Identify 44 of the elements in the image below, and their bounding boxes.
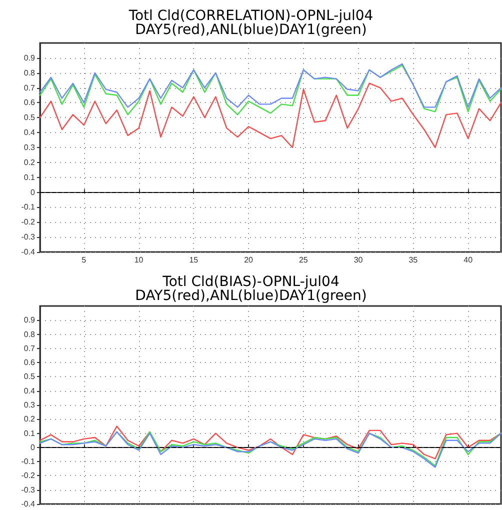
chart-subtitle: DAY5(red),ANL(blue)DAY1(green)	[135, 288, 367, 304]
y-tick-label: 0.7	[24, 344, 36, 353]
y-tick-label: 0.7	[24, 83, 36, 92]
y-tick-label: 0.5	[24, 372, 36, 382]
chart-title: Totl Cld(CORRELATION)-OPNL-jul04	[128, 8, 374, 24]
y-tick-label: 0.8	[24, 68, 36, 78]
y-tick-label: -0.3	[21, 485, 36, 494]
y-tick-label: -0.4	[21, 248, 36, 256]
y-tick-label: -0.2	[21, 471, 36, 480]
y-tick-label: -0.1	[21, 457, 36, 466]
x-tick-label: 25	[298, 256, 308, 264]
y-tick-label: 0.9	[24, 316, 36, 325]
chart-title: Totl Cld(BIAS)-OPNL-jul04	[162, 274, 340, 290]
x-tick-label: 5	[82, 256, 87, 264]
y-tick-label: 0.6	[24, 358, 36, 368]
x-tick-label: 35	[408, 256, 418, 264]
y-tick-label: 0.2	[24, 158, 36, 167]
line-series	[39, 63, 502, 108]
line-series	[39, 82, 502, 148]
y-tick-label: 0.9	[24, 53, 36, 62]
y-tick-label: 0	[30, 442, 36, 452]
y-tick-label: 0.3	[24, 143, 36, 152]
x-tick-label: 15	[189, 256, 199, 264]
x-tick-label: 10	[134, 256, 144, 264]
y-tick-label: 0.1	[24, 172, 36, 182]
y-tick-label: 0.4	[24, 128, 36, 138]
y-tick-label: 0.4	[24, 386, 36, 396]
y-tick-label: -0.4	[21, 500, 36, 508]
x-tick-label: 30	[354, 256, 364, 264]
chart-subtitle: DAY5(red),ANL(blue)DAY1(green)	[135, 22, 367, 38]
y-tick-label: -0.2	[21, 218, 36, 227]
y-tick-label: 0.1	[24, 428, 36, 438]
y-tick-label: 0.8	[24, 330, 36, 339]
y-tick-label: 0.3	[24, 400, 36, 410]
y-tick-label: -0.3	[21, 232, 36, 242]
y-tick-label: 0	[30, 188, 36, 197]
line-series	[39, 426, 502, 460]
y-tick-label: 0.5	[24, 113, 36, 122]
x-tick-label: 20	[244, 256, 254, 264]
y-tick-label: -0.1	[21, 202, 36, 212]
x-tick-label: 40	[464, 256, 474, 264]
line-series	[39, 64, 502, 116]
y-tick-label: 0.2	[24, 414, 36, 424]
y-tick-label: 0.6	[24, 98, 36, 108]
